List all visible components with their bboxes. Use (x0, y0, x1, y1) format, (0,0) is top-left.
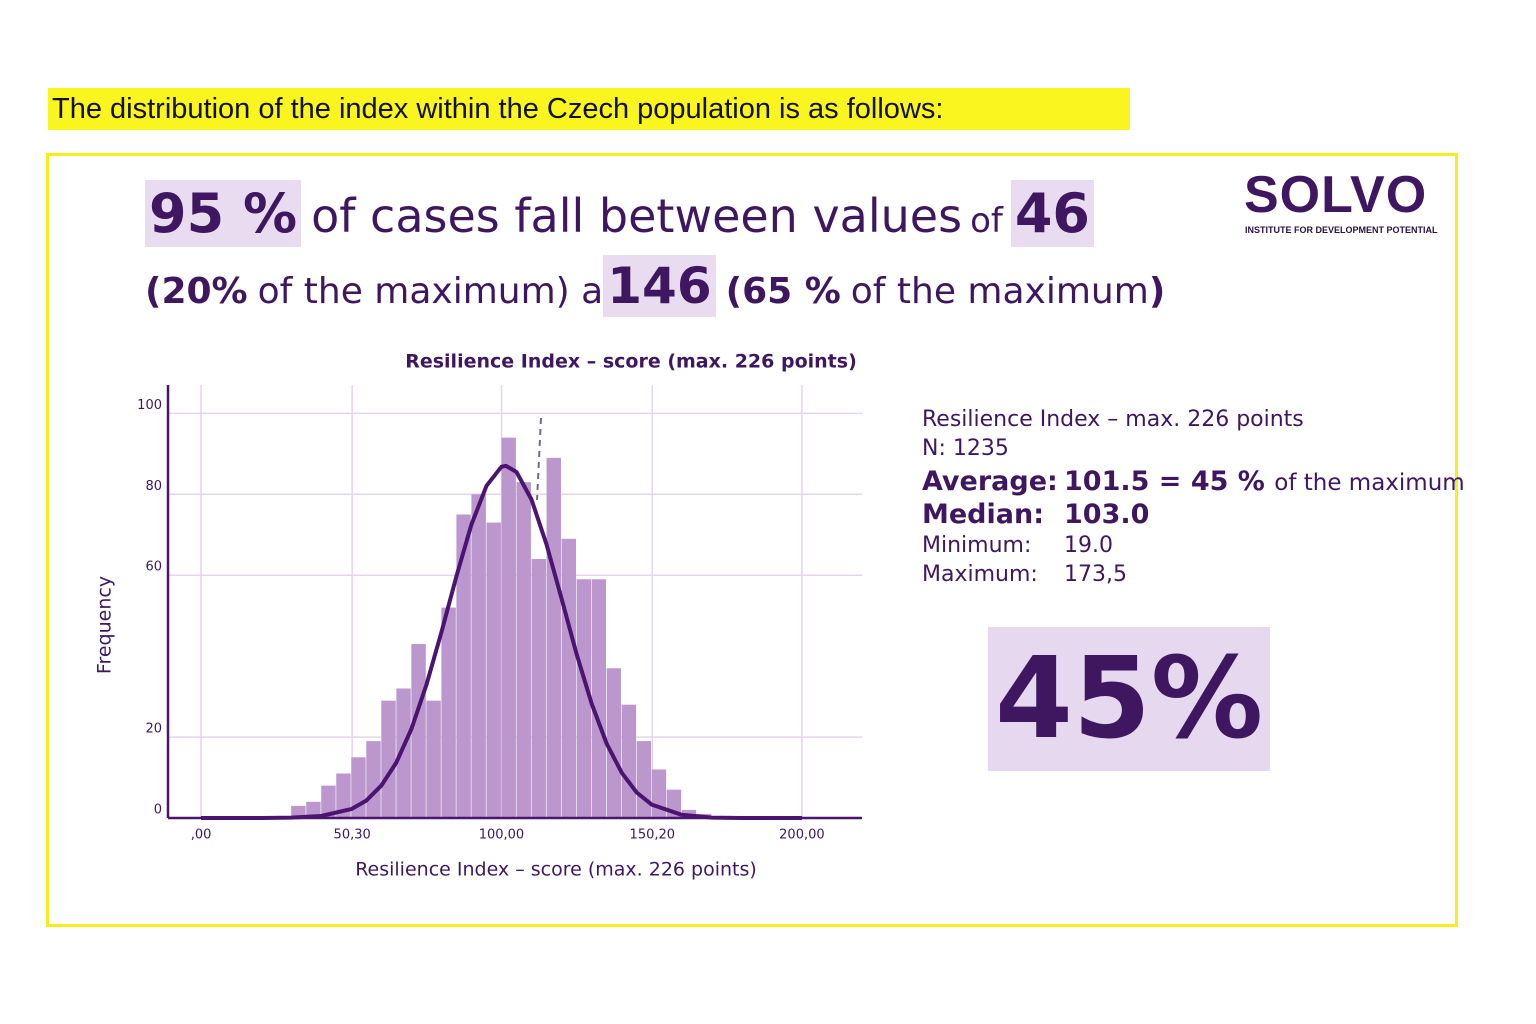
frame (46, 153, 1458, 927)
y-tick-label: 0 (154, 803, 162, 818)
stats-text: of the maximum (1274, 470, 1465, 496)
x-tick-label: 50,30 (334, 828, 371, 843)
bar (501, 437, 516, 818)
x-tick-label: 150,20 (630, 828, 676, 843)
logo: SOLVO (1244, 166, 1428, 224)
stats-value: 101.5 = 45 % (1064, 466, 1265, 497)
logo-subtitle: INSTITUTE FOR DEVELOPMENT POTENTIAL (1245, 225, 1438, 235)
bar (366, 741, 381, 818)
headline-text: of the maximum (850, 271, 1149, 312)
stats-row: Average: 101.5 = 45 % of the maximum (922, 466, 1465, 499)
stats-n: N: 1235 (922, 436, 1009, 461)
bar (591, 579, 607, 818)
stats-row: Maximum: 173,5 (922, 560, 1465, 589)
stats-row: Minimum: 19.0 (922, 531, 1465, 560)
stats-value: 19.0 (1064, 533, 1113, 558)
headline-text: of the maximum) a (257, 271, 604, 312)
heading: The distribution of the index within the… (48, 88, 1130, 130)
headline-text: of cases fall between values (311, 189, 963, 243)
headline-text: ) (1148, 271, 1166, 312)
headline-text: of (970, 201, 1003, 241)
bar (396, 688, 411, 818)
bar (291, 805, 306, 818)
y-tick-label: 80 (145, 479, 162, 494)
stats-row: Median: 103.0 (922, 499, 1465, 531)
bar (321, 785, 336, 818)
stats-panel: Resilience Index – max. 226 points N: 12… (922, 405, 1465, 589)
bar (471, 494, 486, 818)
stats-value: 103.0 (1064, 499, 1150, 530)
bar (411, 643, 426, 818)
x-axis-label: Resilience Index – score (max. 226 point… (355, 859, 757, 881)
highlight: 46 (1010, 180, 1095, 247)
x-tick-label: ,00 (191, 828, 212, 843)
bar (636, 741, 652, 818)
bar (306, 801, 321, 818)
y-tick-label: 20 (145, 722, 162, 737)
headline-text: (20% (145, 271, 248, 312)
reference-line (536, 417, 542, 501)
bar (426, 700, 441, 818)
headline-line: 95 % of cases fall between values of 46 (145, 180, 1095, 247)
stats-label: Median: (922, 499, 1045, 530)
stats-value: 173,5 (1064, 562, 1127, 587)
bar (336, 773, 351, 818)
y-tick-label: 60 (145, 560, 162, 575)
headline-text: (65 % (725, 271, 841, 312)
x-tick-label: 100,00 (479, 828, 525, 843)
bar (546, 457, 561, 818)
fit-curve (201, 463, 802, 820)
highlight: 146 (603, 255, 716, 317)
bar (486, 522, 501, 818)
bar (621, 704, 637, 818)
highlight: 95 % (145, 180, 302, 247)
bar (381, 700, 396, 818)
bar (606, 668, 622, 818)
bar (456, 514, 471, 818)
headline-line: (20% of the maximum) a 146 (65 % of the … (145, 255, 1165, 317)
stats-title: Resilience Index – max. 226 points (922, 407, 1304, 432)
stats-label: Minimum: (922, 533, 1032, 558)
stats-label: Maximum: (922, 562, 1038, 587)
bar (576, 579, 592, 818)
x-tick-label: 200,00 (779, 828, 825, 843)
bar (441, 607, 456, 818)
stats-label: Average: (922, 466, 1058, 497)
y-axis-label: Frequency (94, 576, 116, 674)
chart-title: Resilience Index – score (max. 226 point… (405, 351, 857, 373)
bar (561, 538, 576, 818)
y-tick-label: 100 (137, 398, 162, 413)
bar (531, 559, 546, 818)
bar (516, 482, 531, 818)
big-number: 45% (988, 627, 1270, 771)
